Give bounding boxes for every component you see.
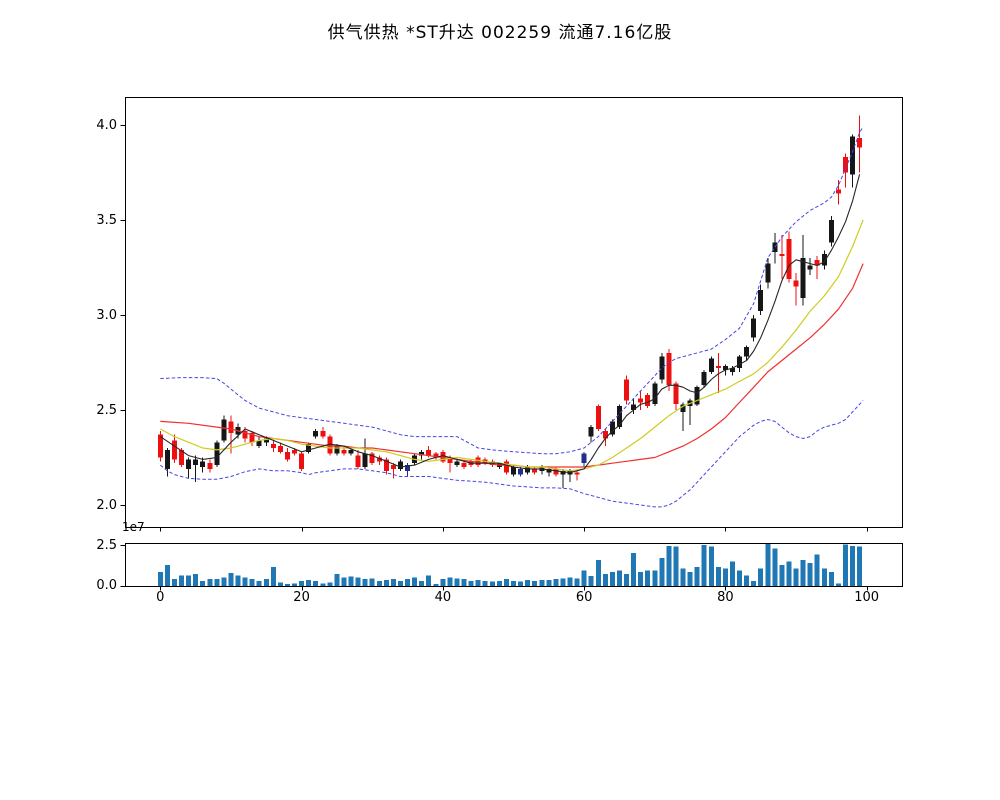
xtick-label-80: 80 xyxy=(717,590,734,605)
main-ytick-label-2.0: 2.0 xyxy=(96,498,117,513)
main-ytick-label-3.0: 3.0 xyxy=(96,308,117,323)
volume-ytick-label-0.0: 0.0 xyxy=(96,578,117,593)
xtick-label-60: 60 xyxy=(575,590,593,605)
xtick-label-0: 0 xyxy=(156,590,165,605)
xtick-label-20: 20 xyxy=(293,590,310,605)
main-ytick-label-4.0: 4.0 xyxy=(96,118,117,133)
main-ytick-label-2.5: 2.5 xyxy=(96,403,117,418)
main-ytick-label-3.5: 3.5 xyxy=(96,213,117,228)
volume-ytick-label-2.5: 2.5 xyxy=(96,538,117,553)
chart-title: 供气供热 *ST升达 002259 流通7.16亿股 xyxy=(327,23,673,43)
xtick-label-40: 40 xyxy=(434,590,452,605)
volume-scale-offset-label: 1e7 xyxy=(122,520,145,534)
xtick-label-100: 100 xyxy=(854,590,880,605)
